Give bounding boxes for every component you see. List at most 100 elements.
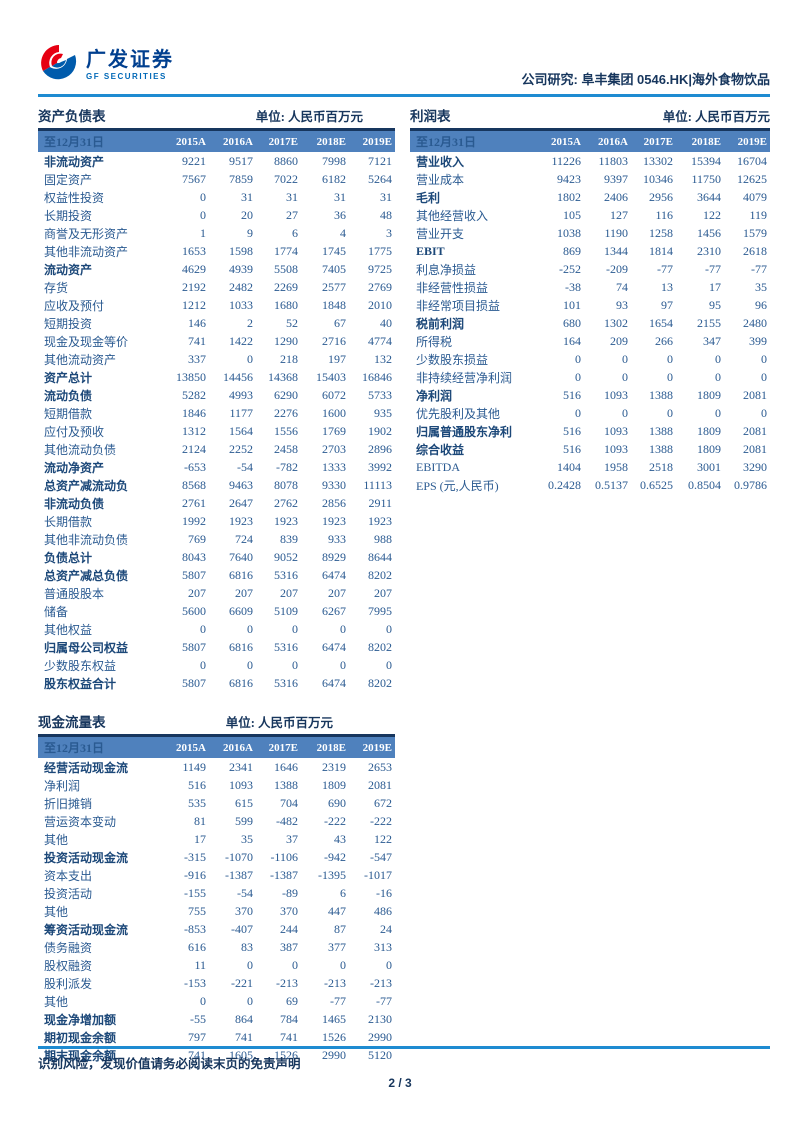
cell-value: 1579 — [743, 225, 767, 240]
table-row: 固定资产 7567 7859 7022 6182 5264 — [38, 170, 395, 188]
table-row: 流动负债 5282 4993 6290 6072 5733 — [38, 386, 395, 404]
cell-value: 2130 — [368, 1011, 392, 1026]
cell-value: 1290 — [274, 333, 298, 348]
cell-value: -547 — [370, 849, 392, 864]
cell-value: 672 — [374, 795, 392, 810]
cell-value: 1456 — [697, 225, 721, 240]
cell-value: 1958 — [604, 459, 628, 474]
row-label: 少数股东权益 — [44, 658, 117, 673]
cell-value: 35 — [241, 831, 253, 846]
cell-value: 2577 — [322, 279, 346, 294]
cell-value: 839 — [280, 531, 298, 546]
cell-value: 1556 — [274, 423, 298, 438]
table-row: 毛利 1802 2406 2956 3644 4079 — [410, 188, 770, 206]
cell-value: -1387 — [225, 867, 253, 882]
date-header: 至12月31日 — [44, 135, 105, 149]
table-row: 优先股利及其他 0 0 0 0 0 — [410, 404, 770, 422]
cell-value: 122 — [703, 207, 721, 222]
cell-value: 8860 — [274, 153, 298, 168]
cell-value: -222 — [324, 813, 346, 828]
balance-sheet-body: 至12月31日 2015A 2016A 2017E 2018E 2019E 非流动资产 922… — [38, 128, 395, 692]
logo-en-label: GF SECURITIES — [86, 72, 167, 81]
cell-value: 1923 — [274, 513, 298, 528]
cell-value: -16 — [376, 885, 392, 900]
cell-value: 1033 — [229, 297, 253, 312]
cell-value: 2406 — [604, 189, 628, 204]
cell-value: 704 — [280, 795, 298, 810]
row-label: 优先股利及其他 — [416, 406, 501, 421]
cell-value: 105 — [563, 207, 581, 222]
row-label: 折旧摊销 — [44, 796, 93, 811]
cell-value: 4939 — [229, 261, 253, 276]
cell-value: 5316 — [274, 567, 298, 582]
cell-value: 7405 — [322, 261, 346, 276]
cash-flow-table: 现金流量表 单位: 人民币百万元 至12月31日 2015A 2016A 2017E 2… — [38, 707, 395, 1064]
year-header: 2016A — [598, 135, 628, 148]
cell-value: 6 — [340, 885, 346, 900]
cell-value: 207 — [280, 585, 298, 600]
cell-value: -252 — [559, 261, 581, 276]
cell-value: 0 — [292, 657, 298, 672]
cell-value: -155 — [184, 885, 206, 900]
row-label: 短期借款 — [44, 406, 93, 421]
cell-value: 12625 — [737, 171, 767, 186]
table-row: 其他流动负债 2124 2252 2458 2703 2896 — [38, 440, 395, 458]
table-row: 期末现金余额 741 1605 1526 2990 5120 — [38, 1046, 395, 1064]
cell-value: 1802 — [557, 189, 581, 204]
row-label: 经营活动现金流 — [44, 760, 129, 775]
left-column: 资产负债表 单位: 人民币百万元 至12月31日 2015A 2016A 2017E 2… — [38, 101, 395, 1064]
balance-sheet-title-row: 资产负债表 单位: 人民币百万元 — [38, 101, 395, 128]
row-label: 现金净增加额 — [44, 1012, 117, 1027]
cell-value: 2480 — [743, 315, 767, 330]
cell-value: -54 — [237, 459, 253, 474]
row-label: 营业开支 — [416, 226, 465, 241]
table-row: 期初现金余额 797 741 741 1526 2990 — [38, 1028, 395, 1046]
cell-value: 7859 — [229, 171, 253, 186]
row-label: 其他经营收入 — [416, 208, 489, 223]
cell-value: 1302 — [604, 315, 628, 330]
row-label: 归属母公司权益 — [44, 640, 129, 655]
table-row: 归属母公司权益 5807 6816 5316 6474 8202 — [38, 638, 395, 656]
cell-value: 4079 — [743, 189, 767, 204]
row-label: 资产总计 — [44, 370, 93, 385]
cell-value: 116 — [655, 207, 673, 222]
cell-value: 0 — [715, 405, 721, 420]
cell-value: 0 — [200, 993, 206, 1008]
cell-value: 2010 — [368, 297, 392, 312]
cell-value: 11113 — [363, 477, 392, 492]
cell-value: 2 — [247, 315, 253, 330]
row-label: 营业收入 — [416, 154, 465, 169]
cell-value: 3 — [386, 225, 392, 240]
cell-value: 1093 — [604, 387, 628, 402]
cell-value: 9517 — [229, 153, 253, 168]
table-row: 营运资本变动 81 599 -482 -222 -222 — [38, 812, 395, 830]
cell-value: -1387 — [270, 867, 298, 882]
table-row: 其他非流动负债 769 724 839 933 988 — [38, 530, 395, 548]
cell-value: 1190 — [604, 225, 628, 240]
cell-value: 1564 — [229, 423, 253, 438]
row-label: 综合收益 — [416, 442, 465, 457]
cell-value: -315 — [184, 849, 206, 864]
cell-value: 2911 — [368, 495, 392, 510]
table-row: 非经常项目损益 101 93 97 95 96 — [410, 296, 770, 314]
cell-value: 2276 — [274, 405, 298, 420]
cell-value: 2252 — [229, 441, 253, 456]
cell-value: 2081 — [743, 441, 767, 456]
cell-value: 1809 — [697, 423, 721, 438]
table-row: 现金及现金等价 741 1422 1290 2716 4774 — [38, 332, 395, 350]
cell-value: 1 — [200, 225, 206, 240]
cell-value: 1093 — [604, 441, 628, 456]
table-row: 其他权益 0 0 0 0 0 — [38, 620, 395, 638]
table-row: 少数股东权益 0 0 0 0 0 — [38, 656, 395, 674]
year-header: 2018E — [691, 135, 721, 148]
table-row: 营业成本 9423 9397 10346 11750 12625 — [410, 170, 770, 188]
cell-value: -221 — [231, 975, 253, 990]
cell-value: -38 — [565, 279, 581, 294]
cell-value: 6816 — [229, 675, 253, 690]
row-label: 权益性投资 — [44, 190, 105, 205]
row-label: 长期借款 — [44, 514, 93, 529]
table-row: 短期借款 1846 1177 2276 1600 935 — [38, 404, 395, 422]
cell-value: 2716 — [322, 333, 346, 348]
cell-value: 935 — [374, 405, 392, 420]
cell-value: 0 — [667, 405, 673, 420]
